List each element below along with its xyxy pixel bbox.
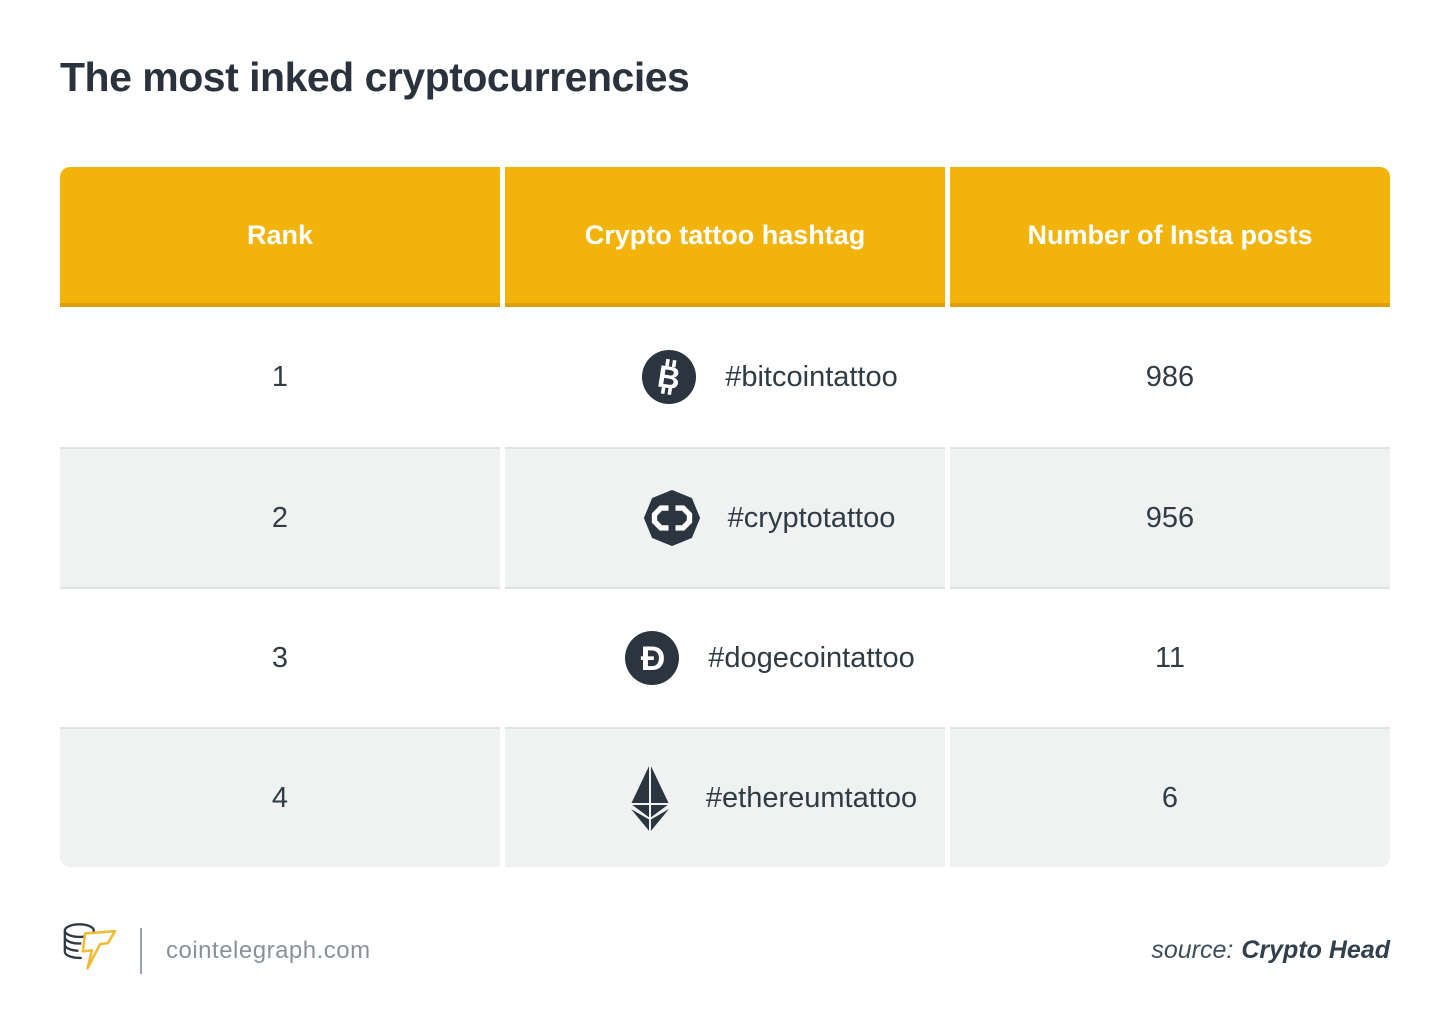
rank-value: 3	[60, 587, 500, 727]
ethereum-icon	[621, 761, 679, 835]
source-name: Crypto Head	[1241, 936, 1390, 964]
hashtag-cell: B #bitcointattoo	[505, 307, 945, 447]
dogecoin-icon: Đ	[623, 621, 681, 695]
hashtag-cell: Đ #dogecointattoo	[505, 587, 945, 727]
posts-value: 11	[950, 587, 1390, 727]
table-header-row: Rank Crypto tattoo hashtag Number of Ins…	[60, 167, 1390, 307]
table-row: 2 #cryptotattoo 956	[60, 447, 1390, 587]
crypto-icon	[643, 481, 701, 555]
footer-branding: cointelegraph.com	[60, 917, 371, 984]
cointelegraph-logo-icon	[60, 917, 118, 984]
column-header-hashtag: Crypto tattoo hashtag	[505, 167, 945, 307]
site-label: cointelegraph.com	[166, 936, 371, 964]
hashtag-cell: #ethereumtattoo	[505, 727, 945, 867]
hashtag-label: #dogecointattoo	[708, 641, 915, 674]
page-title: The most inked cryptocurrencies	[60, 54, 690, 100]
rank-value: 4	[60, 727, 500, 867]
page: The most inked cryptocurrencies Rank Cry…	[60, 0, 1390, 984]
table-row: 3 Đ #dogecointattoo 11	[60, 587, 1390, 727]
posts-value: 956	[950, 447, 1390, 587]
table-row: 1 B #bitcointattoo	[60, 307, 1390, 447]
bitcoin-icon: B	[640, 340, 698, 414]
source-label: source:	[1151, 936, 1234, 964]
footer-divider	[140, 927, 142, 974]
hashtag-label: #bitcointattoo	[725, 360, 898, 393]
hashtag-label: #cryptotattoo	[727, 501, 896, 534]
column-header-posts: Number of Insta posts	[950, 167, 1390, 307]
footer: cointelegraph.com source: Crypto Head	[60, 917, 1390, 984]
hashtag-cell: #cryptotattoo	[505, 447, 945, 587]
source-credit: source: Crypto Head	[1151, 936, 1390, 965]
svg-text:Đ: Đ	[641, 640, 666, 678]
rank-value: 1	[60, 307, 500, 447]
hashtag-label: #ethereumtattoo	[705, 781, 918, 814]
posts-value: 6	[950, 727, 1390, 867]
rank-value: 2	[60, 447, 500, 587]
column-header-rank: Rank	[60, 167, 500, 307]
crypto-tattoo-table: Rank Crypto tattoo hashtag Number of Ins…	[60, 167, 1390, 867]
posts-value: 986	[950, 307, 1390, 447]
table-row: 4 #ethereumtattoo 6	[60, 727, 1390, 867]
